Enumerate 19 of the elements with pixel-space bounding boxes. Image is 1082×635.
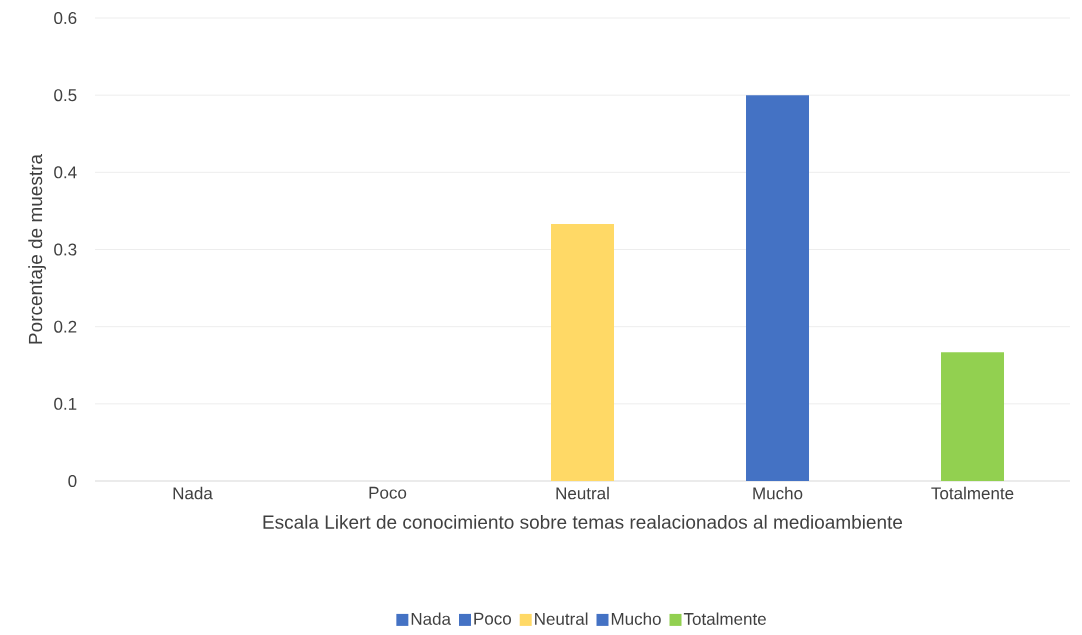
x-tick-label: Totalmente — [931, 486, 1014, 500]
y-tick-label: 0.6 — [54, 11, 77, 25]
y-tick-label: 0.3 — [54, 243, 77, 256]
legend-label: Neutral — [535, 612, 588, 625]
legend-label: Mucho — [611, 612, 661, 625]
y-tick-label: 0.5 — [54, 89, 77, 102]
x-tick-label: Nada — [173, 486, 213, 500]
x-tick-label: Mucho — [753, 486, 803, 500]
y-tick-label: 0.4 — [54, 166, 77, 179]
y-axis-title: Porcentaje de muestra — [28, 153, 46, 344]
legend-label: Nada — [411, 612, 451, 625]
y-tick-label: 0.1 — [54, 397, 77, 410]
y-tick-label: 0.2 — [54, 320, 77, 333]
x-tick-label: Poco — [369, 486, 407, 499]
x-tick-label: Neutral — [556, 486, 609, 500]
legend-label: Poco — [474, 612, 511, 625]
x-axis-title: Escala Likert de conocimiento sobre temas realacionados al medioambiente — [263, 514, 903, 529]
y-tick-label: 0 — [68, 474, 77, 488]
legend-label: Totalmente — [683, 612, 766, 625]
